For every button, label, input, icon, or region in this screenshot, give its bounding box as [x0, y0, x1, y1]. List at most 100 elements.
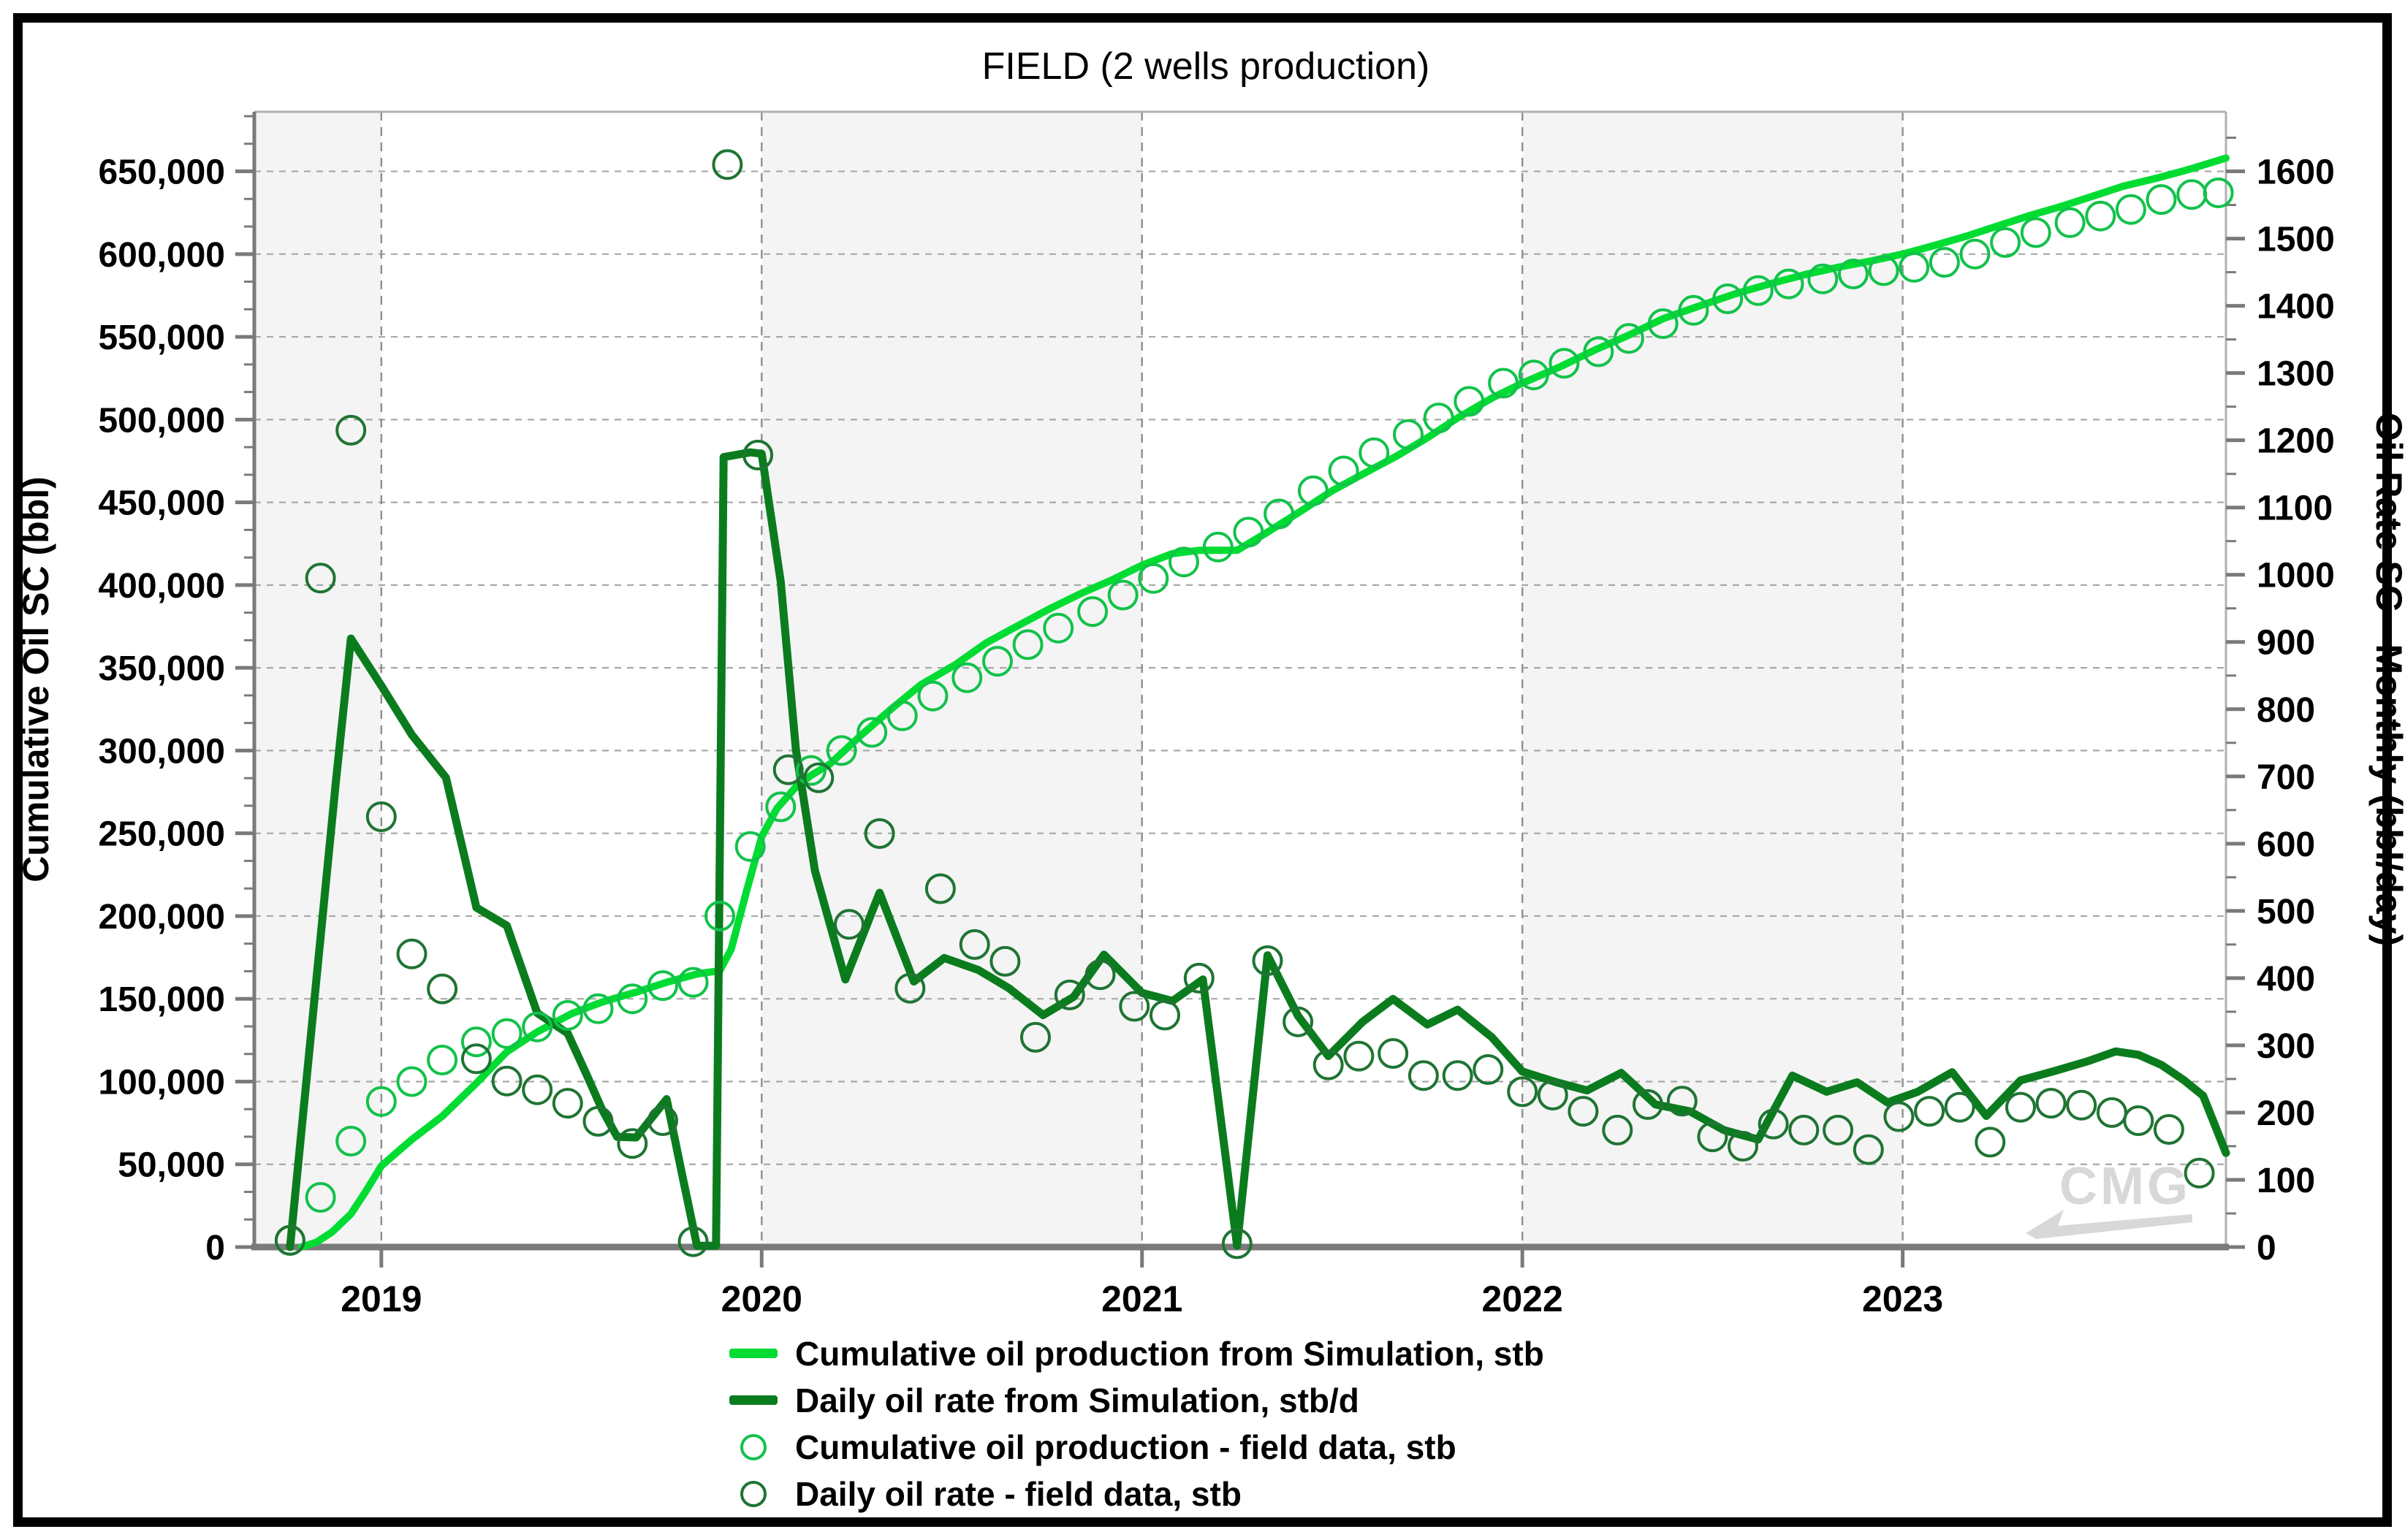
- daily-rate-field-data-point: [2123, 1105, 2154, 1136]
- cumulative-field-data-point: [617, 983, 648, 1015]
- cumulative-field-data-point: [552, 999, 583, 1031]
- y-left-tick-label: 50,000: [118, 1146, 225, 1185]
- x-tick-label: 2023: [1862, 1278, 1943, 1319]
- cumulative-field-data-point: [765, 791, 797, 823]
- cumulative-field-data-point: [647, 970, 678, 1002]
- cumulative-field-data-point: [1454, 386, 1485, 417]
- y-left-tick-label: 250,000: [98, 815, 225, 854]
- legend-label-sim-rate: Daily oil rate from Simulation, stb/d: [795, 1381, 1359, 1419]
- cumulative-field-data-point: [491, 1018, 523, 1049]
- cumulative-field-data-point: [2203, 178, 2234, 208]
- daily-rate-field-data-point: [1020, 1021, 1051, 1053]
- y-right-tick-label: 0: [2257, 1229, 2276, 1268]
- daily-rate-field-data-point: [1568, 1096, 1599, 1127]
- daily-rate-field-data-point: [2005, 1091, 2036, 1123]
- cumulative-field-data-point: [365, 1086, 397, 1117]
- y-right-tick-label: 1000: [2257, 557, 2335, 595]
- y-left-tick-label: 200,000: [98, 898, 225, 937]
- year-band: [1522, 112, 1903, 1247]
- daily-rate-field-data-point: [864, 818, 895, 849]
- legend: Cumulative oil production from Simulatio…: [729, 1335, 1544, 1513]
- daily-rate-field-data-point: [2153, 1114, 2184, 1145]
- gridline-layer: [254, 112, 2226, 1247]
- x-tick-label: 2019: [341, 1278, 422, 1319]
- daily-rate-field-data-point: [1407, 1060, 1439, 1091]
- cumulative-field-data-point: [1647, 308, 1679, 339]
- cumulative-field-data-point: [1518, 359, 1549, 391]
- legend-item-field-cum: Cumulative oil production - field data, …: [740, 1428, 1456, 1466]
- cmg-watermark: CMG: [2026, 1157, 2192, 1239]
- x-tick-label: 2021: [1101, 1278, 1182, 1319]
- daily-rate-field-data-point: [1853, 1134, 1884, 1165]
- daily-rate-field-data-point: [552, 1088, 583, 1119]
- cumulative-field-data-point: [1613, 323, 1644, 354]
- cumulative-field-data-point: [1807, 263, 1839, 294]
- cumulative-field-data-point: [2085, 200, 2116, 232]
- cumulative-field-data-point: [734, 831, 766, 862]
- cmg-watermark-text: CMG: [2059, 1157, 2191, 1216]
- daily-rate-field-data-point: [742, 439, 774, 470]
- field-rate-circle-swatch-icon: [740, 1481, 767, 1507]
- y-right-tick-label: 100: [2257, 1162, 2315, 1200]
- daily-rate-field-data-point: [1283, 1006, 1314, 1037]
- cumulative-field-data-point: [1712, 283, 1744, 314]
- cumulative-field-data-point: [1678, 294, 1709, 326]
- daily-rate-field-data-point: [1666, 1086, 1698, 1117]
- y-right-tick-label: 300: [2257, 1027, 2315, 1066]
- cumulative-field-data-point: [2020, 217, 2051, 248]
- daily-rate-field-data-point: [1883, 1101, 1915, 1132]
- cumulative-field-data-point: [1742, 275, 1774, 306]
- tick-layer: 0 50,000 100,000 150,000 200,000 250,000 300,0…: [98, 115, 2335, 1319]
- cumulative-field-data-point: [951, 662, 983, 693]
- y-right-tick-label: 1400: [2257, 288, 2335, 327]
- daily-rate-field-data-point: [834, 909, 865, 940]
- cumulative-field-data-point: [305, 1182, 336, 1213]
- year-band: [254, 112, 381, 1247]
- chart-title: FIELD (2 wells production): [982, 45, 1430, 88]
- cumulative-field-data-point: [1488, 367, 1519, 399]
- cmg-watermark-swoosh: [2026, 1210, 2192, 1239]
- daily-rate-field-data-point: [2066, 1089, 2097, 1121]
- cumulative-field-data-point: [1990, 227, 2021, 258]
- y-right-tick-label: 1600: [2257, 153, 2335, 192]
- daily-rate-field-data-point: [894, 972, 926, 1004]
- daily-rate-field-data-point: [1697, 1121, 1728, 1153]
- daily-rate-field-data-point: [1084, 959, 1116, 991]
- y-right-tick-label: 400: [2257, 960, 2315, 999]
- daily-rate-field-data-point: [427, 973, 458, 1005]
- left-axis-title: Cumulative Oil SC (bbl): [15, 476, 56, 883]
- daily-rate-field-data-point: [365, 801, 397, 832]
- cumulative-field-data-point: [1929, 247, 1960, 278]
- cumulative-field-data-point: [1868, 255, 1899, 286]
- daily-rate-field-data-point: [989, 945, 1021, 977]
- y-left-tick-label: 650,000: [98, 153, 225, 192]
- legend-label-field-cum: Cumulative oil production - field data, …: [795, 1428, 1456, 1466]
- daily-rate-field-data-point: [959, 929, 990, 960]
- plot-outer-border: [13, 13, 2392, 1527]
- y-left-tick-label: 400,000: [98, 567, 225, 606]
- cumulative-simulation-line: [297, 154, 2230, 1251]
- daily-rate-field-data-point: [2096, 1097, 2127, 1128]
- cumulative-field-data-point: [1077, 596, 1109, 628]
- y-right-tick-label: 1500: [2257, 221, 2335, 259]
- daily-rate-field-data-point: [396, 938, 428, 969]
- daily-rate-field-data-point: [1054, 979, 1085, 1010]
- x-tick-label: 2022: [1482, 1278, 1563, 1319]
- cumulative-field-data-point: [1202, 531, 1234, 563]
- cumulative-field-data-point: [1012, 629, 1044, 660]
- axes-layer: [251, 110, 2229, 1251]
- y-right-tick-label: 700: [2257, 758, 2315, 797]
- y-left-tick-label: 350,000: [98, 649, 225, 688]
- y-right-tick-label: 600: [2257, 826, 2315, 864]
- y-left-tick-label: 600,000: [98, 236, 225, 275]
- daily-rate-field-data-point: [1537, 1080, 1568, 1110]
- daily-rate-field-data-point: [1252, 945, 1283, 976]
- daily-rate-field-data-point: [1602, 1114, 1633, 1146]
- cumulative-field-data-point: [1043, 612, 1074, 644]
- y-right-tick-label: 1200: [2257, 422, 2335, 461]
- cumulative-field-data-point: [1393, 419, 1424, 450]
- daily-rate-field-data-point: [647, 1105, 678, 1136]
- right-axis-title: Oil Rate SC - Monthly (bbl/day): [2368, 413, 2405, 947]
- cumulative-field-data-point: [1583, 336, 1614, 367]
